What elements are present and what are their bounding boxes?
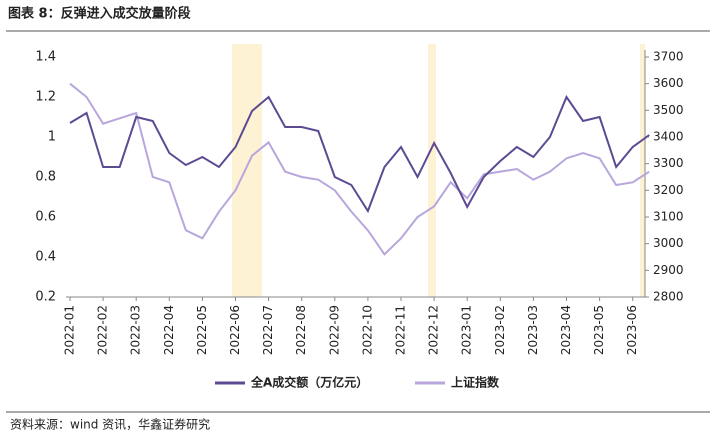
y2-tick-label: 2900 [653,263,684,277]
x-tick-label: 2022-04 [162,305,176,355]
x-tick-label: 2022-07 [261,305,275,355]
source: 资料来源：wind 资讯，华鑫证券研究 [10,417,210,432]
series-line [69,94,650,214]
x-tick-label: 2022-01 [63,305,77,355]
x-tick-label: 2023-06 [625,305,639,355]
series-line [69,82,650,256]
x-tick-label: 2022-02 [96,305,110,355]
y2-tick-label: 3100 [653,210,684,224]
y-tick-label: 1.4 [35,50,56,65]
y-tick-label: 1 [48,130,56,145]
y2-tick-label: 3500 [653,103,684,117]
y-tick-label: 0.6 [35,210,56,225]
y2-tick-label: 3600 [653,76,684,90]
x-tick-label: 2023-01 [460,305,474,355]
y2-tick-label: 3300 [653,156,684,170]
x-tick-label: 2022-09 [327,305,341,355]
y2-tick-label: 3700 [653,50,684,64]
y-tick-label: 1.2 [35,90,56,105]
x-tick-label: 2022-12 [427,305,441,355]
y2-tick-label: 2800 [653,290,684,304]
y2-tick-label: 3000 [653,236,684,250]
x-tick-label: 2022-05 [195,305,209,355]
x-tick-label: 2022-08 [294,305,308,355]
y2-tick-label: 3200 [653,183,684,197]
y-tick-label: 0.2 [35,290,56,305]
x-tick-label: 2022-06 [228,305,242,355]
highlight-band [232,44,262,297]
highlight-band [640,44,645,297]
legend-label: 全A成交额（万亿元） [250,375,368,390]
x-tick-label: 2022-10 [360,305,374,355]
x-tick-label: 2023-04 [559,305,573,355]
x-tick-label: 2023-03 [526,305,540,355]
highlight-band [428,44,436,297]
chart-title: 图表 8：反弹进入成交放量阶段 [8,6,191,22]
x-tick-label: 2023-05 [592,305,606,355]
y-tick-label: 0.4 [35,250,56,265]
legend-label: 上证指数 [451,375,500,390]
y-tick-label: 0.8 [35,170,56,185]
x-tick-label: 2023-02 [493,305,507,355]
x-tick-label: 2022-03 [129,305,143,355]
y2-tick-label: 3400 [653,130,684,144]
x-tick-label: 2022-11 [394,305,408,355]
